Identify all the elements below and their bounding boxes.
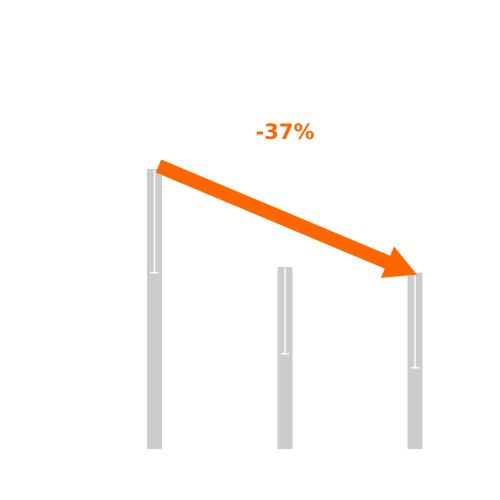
change-arrow-shape	[155, 159, 418, 278]
error-bar-2	[281, 268, 289, 355]
bars-layer	[147, 169, 423, 449]
error-bar-1	[150, 170, 159, 274]
bar-1	[147, 169, 162, 449]
bar-2	[277, 267, 293, 449]
change-annotation-label: -37%	[256, 120, 315, 144]
change-arrow	[155, 159, 418, 278]
error-bar-3	[411, 273, 419, 369]
